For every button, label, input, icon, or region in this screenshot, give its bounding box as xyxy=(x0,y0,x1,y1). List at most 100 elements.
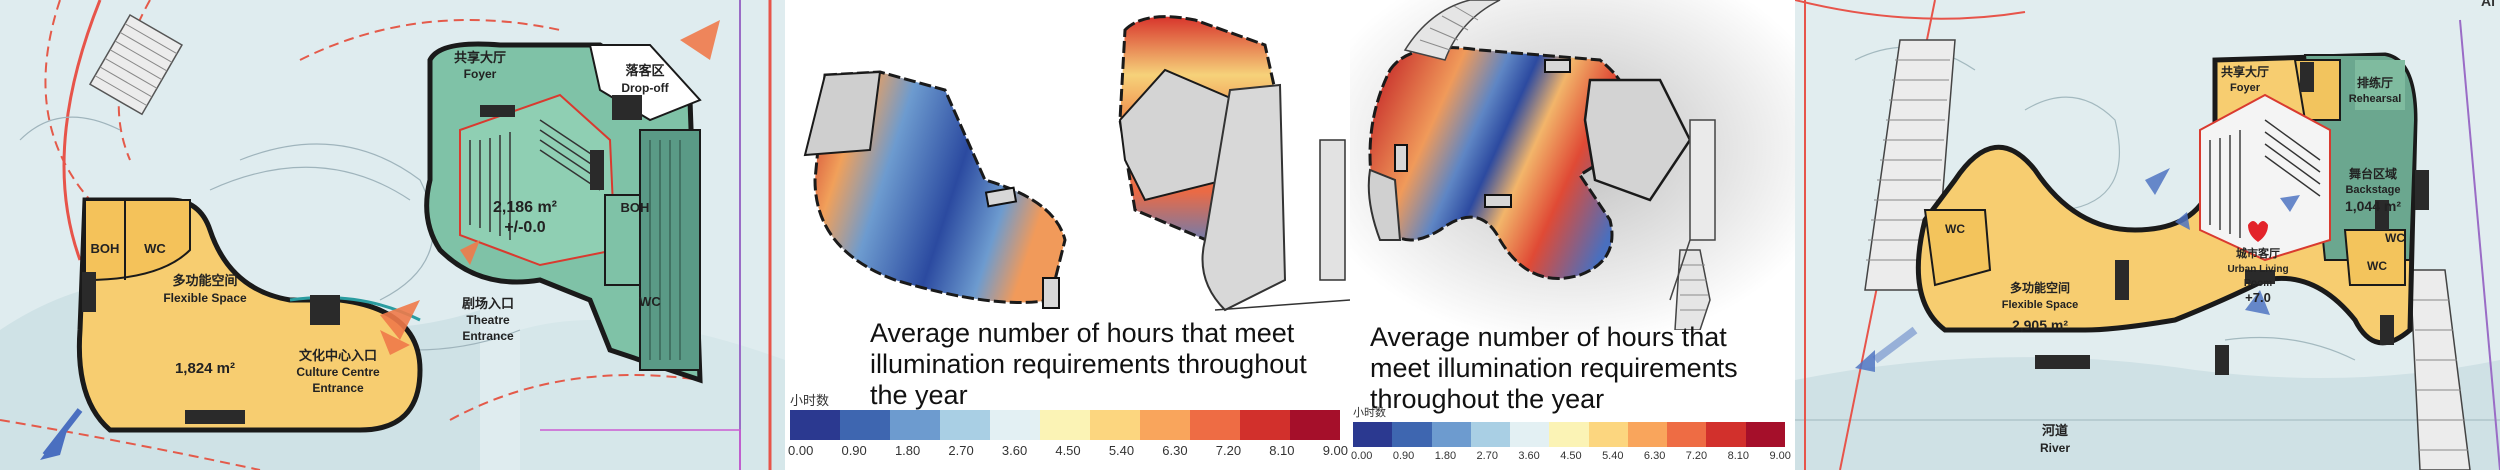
urban-living-en2: Room xyxy=(2244,278,2272,289)
legend-swatch xyxy=(1040,410,1090,440)
legend-title-1: 小时数 xyxy=(790,394,830,409)
wc-label-upper-3: WC xyxy=(2367,259,2387,273)
illumination-map-2: Average number of hours that meet illumi… xyxy=(1350,0,1795,470)
theatre-entrance-cn: 剧场入口 xyxy=(462,296,514,311)
heart-icon xyxy=(2248,221,2268,242)
wc-label-upper-1: WC xyxy=(1945,222,1965,236)
illumination-map-2-drawing xyxy=(1350,0,1795,330)
urban-living-cn: 城市客厅 xyxy=(2236,246,2280,260)
foyer-label-cn: 共享大厅 xyxy=(454,50,506,65)
urban-living-en1: Urban Living xyxy=(2227,264,2288,275)
legend-ticks-2: 0.00 0.90 1.80 2.70 3.60 4.50 5.40 6.30 7.20 8.10… xyxy=(1351,450,1791,462)
legend-swatch xyxy=(990,410,1040,440)
theatre-entrance-en1: Theatre xyxy=(466,313,510,327)
flex-space-en: Flexible Space xyxy=(163,291,247,305)
boh-label-2: BOH xyxy=(621,200,650,215)
rehearsal-label-en: Rehearsal xyxy=(2349,93,2402,105)
legend-swatch xyxy=(1353,422,1393,447)
legend-swatch xyxy=(1627,422,1668,447)
floor-plan-ground-drawing: 共享大厅 Foyer 落客区 Drop-off BOH WC BOH WC 2,… xyxy=(0,0,785,470)
wc-label-2: WC xyxy=(639,294,661,309)
top-right-text: Ai xyxy=(2481,0,2495,9)
legend-tick-label: 1.80 xyxy=(894,443,921,458)
river-label-en: River xyxy=(2040,441,2070,455)
legend-tick-label: 7.20 xyxy=(1215,443,1242,458)
illumination-map-1: Average number of hours that meet illumi… xyxy=(785,0,1350,470)
foyer-label-en-2: Foyer xyxy=(2230,82,2261,94)
legend-swatch xyxy=(1240,410,1290,440)
flex-space-cn-2: 多功能空间 xyxy=(2010,280,2070,295)
legend-tick-label: 0.90 xyxy=(841,443,867,458)
wc-label: WC xyxy=(144,241,166,256)
legend-ticks-1: 0.00 0.90 1.80 2.70 3.60 4.50 5.40 6.30 7.20 8.10… xyxy=(788,443,1348,458)
floor-plan-ground: 共享大厅 Foyer 落客区 Drop-off BOH WC BOH WC 2,… xyxy=(0,0,785,470)
legend-swatch xyxy=(1290,410,1340,440)
legend-swatch xyxy=(1431,422,1471,447)
culture-entrance-en2: Entrance xyxy=(312,381,364,395)
legend-tick-label: 0.00 xyxy=(1351,450,1373,462)
legend-tick-label: 2.70 xyxy=(1476,450,1498,462)
theatre-entrance-en2: Entrance xyxy=(462,329,514,343)
legend-swatch xyxy=(840,410,890,440)
legend-swatch xyxy=(1090,410,1140,440)
foyer-area: 2,186 m² xyxy=(493,199,557,216)
legend-swatch xyxy=(1667,422,1707,447)
culture-entrance-cn: 文化中心入口 xyxy=(299,348,377,363)
legend-swatch xyxy=(1745,422,1785,447)
flex-space-en-2: Flexible Space xyxy=(2002,299,2078,311)
legend-tick-label: 5.40 xyxy=(1602,450,1624,462)
legend-swatch xyxy=(1470,422,1511,447)
dropoff-label-en: Drop-off xyxy=(621,81,669,95)
legend-tick-label: 7.20 xyxy=(1685,450,1708,462)
legend-swatch xyxy=(890,410,940,440)
legend-swatch xyxy=(790,410,840,440)
legend-swatch xyxy=(1588,422,1628,447)
illumination-map-1-drawing xyxy=(803,15,1350,312)
legend-color-bar-2 xyxy=(1353,422,1785,447)
legend-tick-label: 4.50 xyxy=(1055,443,1081,458)
rehearsal-label-cn: 排练厅 xyxy=(2357,75,2393,90)
legend-tick-label: 0.00 xyxy=(788,443,814,458)
legend-tick-label: 4.50 xyxy=(1560,450,1582,462)
legend-swatch xyxy=(1190,410,1240,440)
wc-label-upper-2: WC xyxy=(2385,231,2405,245)
legend-tick-label: 6.30 xyxy=(1162,443,1188,458)
backstage-label-en: Backstage xyxy=(2345,184,2400,196)
floor-plan-upper-drawing: Ai 共享大厅 Foyer 排练厅 Rehearsal 舞台区域 Backsta… xyxy=(1795,0,2500,470)
legend-tick-label: 3.60 xyxy=(1001,443,1028,458)
flex-space-area-2: 2,905 m² xyxy=(2012,317,2068,333)
illumination-caption-1: Average number of hours that meet illumi… xyxy=(870,318,1307,410)
legend-swatch xyxy=(1140,410,1190,440)
legend-tick-label: 8.10 xyxy=(1727,450,1750,462)
legend-swatch xyxy=(1392,422,1432,447)
foyer-level: +/-0.0 xyxy=(504,219,545,236)
boh-label: BOH xyxy=(91,241,120,256)
legend-tick-label: 8.10 xyxy=(1269,443,1295,458)
culture-entrance-en1: Culture Centre xyxy=(296,365,380,379)
dropoff-label-cn: 落客区 xyxy=(625,63,664,78)
legend-tick-label: 3.60 xyxy=(1518,450,1540,462)
legend-swatch xyxy=(1549,422,1589,447)
foyer-label-cn-2: 共享大厅 xyxy=(2221,64,2269,79)
legend-tick-label: 9.00 xyxy=(1769,450,1791,462)
legend-tick-label: 9.00 xyxy=(1322,443,1348,458)
urban-living-level: +7.0 xyxy=(2245,290,2271,305)
illumination-caption-2: Average number of hours that meet illumi… xyxy=(1370,322,1738,414)
legend-swatch xyxy=(1510,422,1550,447)
flex-space-area: 1,824 m² xyxy=(175,360,235,377)
legend-tick-label: 5.40 xyxy=(1108,443,1135,458)
backstage-label-cn: 舞台区域 xyxy=(2348,166,2397,181)
flex-space-cn: 多功能空间 xyxy=(172,273,237,288)
legend-swatch xyxy=(1706,422,1746,447)
foyer-label-en: Foyer xyxy=(464,67,497,81)
legend-tick-label: 0.90 xyxy=(1392,450,1415,462)
legend-swatch xyxy=(940,410,990,440)
legend-tick-label: 2.70 xyxy=(948,443,974,458)
floor-plan-upper: Ai 共享大厅 Foyer 排练厅 Rehearsal 舞台区域 Backsta… xyxy=(1795,0,2500,470)
river-label-cn: 河道 xyxy=(2042,423,2068,438)
legend-tick-label: 6.30 xyxy=(1643,450,1666,462)
backstage-area: 1,044 m² xyxy=(2345,198,2401,214)
legend-tick-label: 1.80 xyxy=(1434,450,1457,462)
legend-title-2: 小时数 xyxy=(1353,406,1386,419)
legend-color-bar-1 xyxy=(790,410,1340,440)
